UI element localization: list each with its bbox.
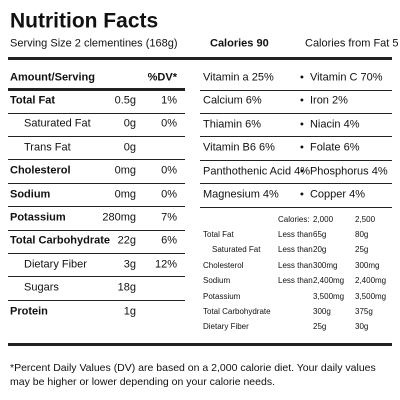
dv-value: 25g (313, 322, 327, 332)
calories-from-fat: Calories from Fat 5 (305, 37, 399, 50)
nutrient-amount: 0mg (114, 188, 136, 201)
rule (8, 135, 185, 137)
nutrient-amount: 0mg (114, 164, 136, 177)
dv-name: Potassium (203, 291, 241, 301)
dv-value: 3,500mg (355, 291, 387, 301)
rule (8, 88, 185, 91)
dv-qualifier: Less than (278, 230, 313, 239)
rule (200, 112, 392, 114)
dv-name: Cholesterol (203, 260, 244, 270)
nutrient-name: Saturated Fat (24, 117, 91, 130)
dv-value: 2,400mg (313, 276, 345, 286)
rule (200, 136, 392, 138)
dv-qualifier: Less than (278, 245, 313, 255)
dv-value: 3,500mg (313, 291, 345, 301)
nutrient-amount: 1g (123, 305, 136, 318)
rule (8, 343, 392, 346)
nutrient-amount: 18g (117, 281, 136, 294)
dv-qualifier: Less than (278, 276, 313, 286)
nutrient-name: Total Fat (10, 94, 56, 107)
rule (8, 112, 185, 114)
dv-name: Total Carbohydrate (203, 307, 271, 316)
nutrient-amount: 22g (117, 234, 136, 247)
nutrient-dv: 0% (161, 164, 177, 177)
rule (8, 252, 185, 254)
rule (200, 206, 392, 208)
dv-value: 25g (355, 245, 369, 255)
nutrient-amount: 0g (123, 117, 136, 130)
dv-header: 2,500 (355, 215, 376, 224)
nutrient-dv: 7% (161, 211, 177, 224)
rule (8, 206, 185, 208)
nutrient-dv: 0% (161, 117, 177, 130)
rule (200, 89, 392, 91)
nutrient-name: Trans Fat (24, 141, 71, 154)
nutrient-name: Potassium (10, 211, 66, 224)
calories: Calories 90 (210, 37, 269, 50)
dv-name: Total Fat (203, 230, 234, 239)
rule (8, 276, 185, 278)
nutrient-name: Sodium (10, 188, 51, 201)
vitamin: Phosphorus 4% (300, 166, 388, 177)
vitamin: Folate 6% (300, 142, 360, 154)
nutrient-name: Dietary Fiber (24, 258, 87, 271)
dv-value: 80g (355, 230, 369, 239)
nutrient-dv: 1% (161, 94, 177, 107)
rule (200, 183, 392, 185)
dv-value: 20g (313, 245, 327, 255)
nutrient-dv: 6% (161, 234, 177, 247)
dv-value: 300g (313, 307, 331, 316)
column-header: Amount/Serving (10, 71, 95, 84)
nutrient-amount: 0.5g (114, 94, 136, 107)
dv-value: 30g (355, 322, 369, 332)
nutrient-amount: 3g (123, 258, 136, 271)
column-header: %DV* (147, 71, 177, 84)
vitamin: Niacin 4% (300, 119, 360, 130)
dv-qualifier: Less than (278, 260, 313, 270)
nutrient-dv: 12% (154, 258, 177, 271)
dv-name: Sodium (203, 276, 231, 286)
dv-value: 2,400mg (355, 276, 387, 286)
vitamin: Vitamin C 70% (300, 72, 383, 84)
vitamin: Vitamin a 25% (203, 71, 274, 84)
nutrient-name: Sugars (24, 281, 59, 294)
rule (8, 229, 185, 231)
vitamin: Thiamin 6% (203, 118, 262, 131)
vitamin: Copper 4% (300, 189, 365, 201)
vitamin: Calcium 6% (203, 94, 262, 107)
dv-header: Calories: (278, 215, 310, 224)
nutrient-amount: 0g (123, 141, 136, 154)
dv-name: Dietary Fiber (203, 322, 249, 332)
nutrient-amount: 280mg (102, 211, 136, 224)
dv-value: 65g (313, 230, 327, 239)
vitamin: Magnesium 4% (203, 188, 279, 201)
rule (8, 159, 185, 161)
footnote: *Percent Daily Values (DV) are based on … (10, 362, 376, 388)
title: Nutrition Facts (10, 9, 159, 33)
dv-header: 2,000 (313, 215, 334, 224)
rule (8, 299, 185, 301)
dv-value: 300mg (355, 260, 380, 270)
vitamin: Vitamin B6 6% (203, 141, 275, 154)
vitamin: Panthothenic Acid 4% (203, 165, 311, 178)
nutrient-name: Protein (10, 305, 48, 318)
nutrient-name: Cholesterol (10, 164, 71, 177)
rule (200, 159, 392, 161)
nutrient-name: Total Carbohydrate (10, 234, 111, 247)
dv-name: Saturated Fat (212, 245, 261, 255)
nutrient-dv: 0% (161, 188, 177, 201)
rule (8, 182, 185, 184)
dv-value: 375g (355, 307, 373, 316)
rule (8, 57, 392, 60)
dv-value: 300mg (313, 260, 338, 270)
serving-size: Serving Size 2 clementines (168g) (10, 37, 178, 50)
vitamin: Iron 2% (300, 95, 348, 107)
